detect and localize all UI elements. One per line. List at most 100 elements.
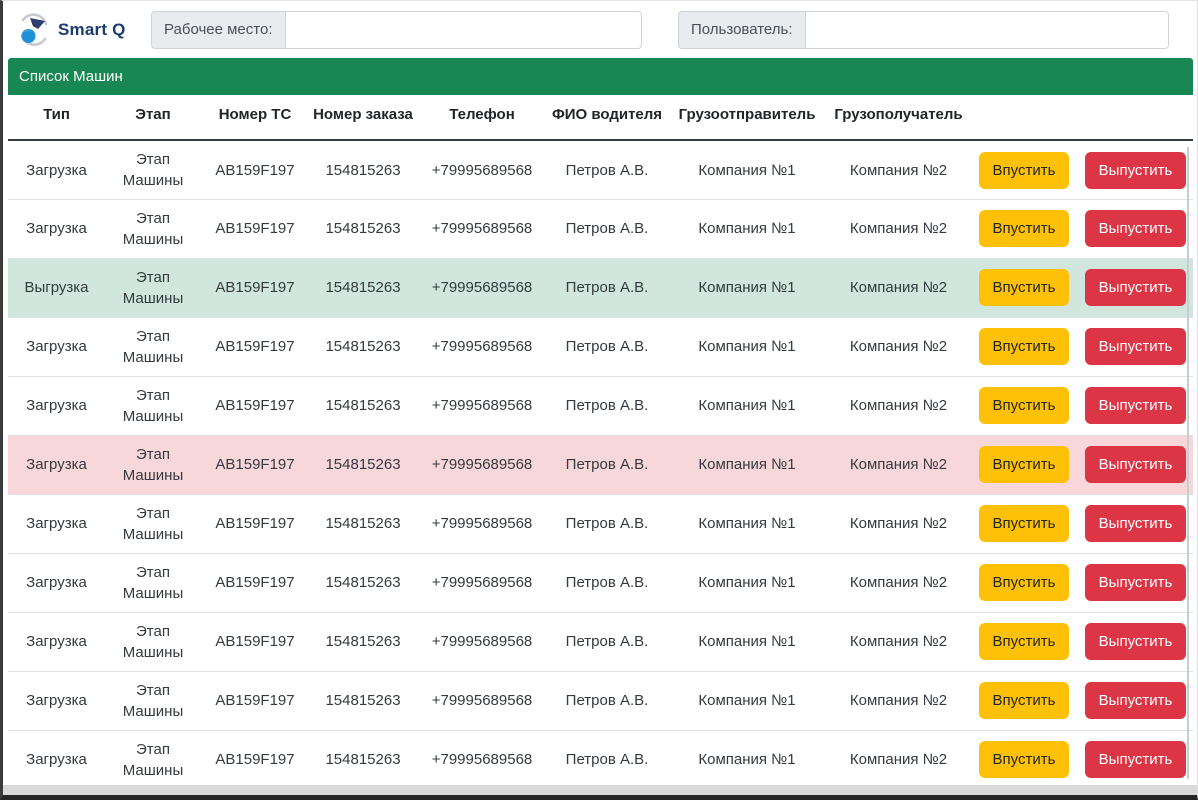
cell-stage: Этап Машины <box>105 612 201 671</box>
cell-phone: +79995689568 <box>417 199 547 258</box>
release-button[interactable]: Выпустить <box>1085 446 1187 483</box>
cell-shipper: Компания №1 <box>667 435 827 494</box>
table-row: Загрузка Этап Машины АВ159F197 154815263… <box>8 553 1193 612</box>
cell-type: Загрузка <box>8 730 105 789</box>
cell-type: Выгрузка <box>8 258 105 317</box>
cell-consignee: Компания №2 <box>827 494 970 553</box>
workplace-input-group: Рабочее место: <box>151 11 642 49</box>
cell-vehicle-number: АВ159F197 <box>201 494 309 553</box>
cell-driver-name: Петров А.В. <box>547 612 667 671</box>
cell-order-number: 154815263 <box>309 376 417 435</box>
cell-phone: +79995689568 <box>417 435 547 494</box>
admit-button[interactable]: Впустить <box>979 682 1070 719</box>
table-header-row: Тип Этап Номер ТС Номер заказа Телефон Ф… <box>8 95 1193 140</box>
cell-consignee: Компания №2 <box>827 612 970 671</box>
column-header-shipper: Грузоотправитель <box>667 95 827 140</box>
table-row: Загрузка Этап Машины АВ159F197 154815263… <box>8 140 1193 199</box>
table-row: Загрузка Этап Машины АВ159F197 154815263… <box>8 199 1193 258</box>
column-header-order-number: Номер заказа <box>309 95 417 140</box>
admit-button[interactable]: Впустить <box>979 505 1070 542</box>
cell-order-number: 154815263 <box>309 258 417 317</box>
admit-button[interactable]: Впустить <box>979 446 1070 483</box>
vehicles-table: Тип Этап Номер ТС Номер заказа Телефон Ф… <box>8 95 1193 790</box>
cell-stage: Этап Машины <box>105 553 201 612</box>
cell-shipper: Компания №1 <box>667 553 827 612</box>
cell-driver-name: Петров А.В. <box>547 671 667 730</box>
cell-order-number: 154815263 <box>309 140 417 199</box>
cell-phone: +79995689568 <box>417 376 547 435</box>
cell-stage: Этап Машины <box>105 494 201 553</box>
cell-consignee: Компания №2 <box>827 553 970 612</box>
admit-button[interactable]: Впустить <box>979 328 1070 365</box>
table-row: Выгрузка Этап Машины АВ159F197 154815263… <box>8 258 1193 317</box>
cell-phone: +79995689568 <box>417 730 547 789</box>
user-label: Пользователь: <box>678 11 805 49</box>
cell-shipper: Компания №1 <box>667 376 827 435</box>
workplace-label: Рабочее место: <box>151 11 285 49</box>
release-button[interactable]: Выпустить <box>1085 269 1187 306</box>
admit-button[interactable]: Впустить <box>979 623 1070 660</box>
cell-consignee: Компания №2 <box>827 671 970 730</box>
cell-type: Загрузка <box>8 435 105 494</box>
cell-type: Загрузка <box>8 199 105 258</box>
brand-name: Smart Q <box>58 20 126 40</box>
admit-button[interactable]: Впустить <box>979 210 1070 247</box>
cell-vehicle-number: АВ159F197 <box>201 612 309 671</box>
admit-button[interactable]: Впустить <box>979 741 1070 778</box>
cell-consignee: Компания №2 <box>827 258 970 317</box>
cell-vehicle-number: АВ159F197 <box>201 258 309 317</box>
cell-vehicle-number: АВ159F197 <box>201 553 309 612</box>
cell-order-number: 154815263 <box>309 435 417 494</box>
cell-type: Загрузка <box>8 140 105 199</box>
release-button[interactable]: Выпустить <box>1085 741 1187 778</box>
user-input-group: Пользователь: <box>678 11 1169 49</box>
cell-stage: Этап Машины <box>105 376 201 435</box>
horizontal-scrollbar[interactable] <box>3 785 1197 795</box>
admit-button[interactable]: Впустить <box>979 269 1070 306</box>
cell-driver-name: Петров А.В. <box>547 317 667 376</box>
cell-shipper: Компания №1 <box>667 199 827 258</box>
admit-button[interactable]: Впустить <box>979 152 1070 189</box>
release-button[interactable]: Выпустить <box>1085 564 1187 601</box>
cell-phone: +79995689568 <box>417 258 547 317</box>
top-bar: Smart Q Рабочее место: Пользователь: <box>3 1 1197 58</box>
user-input[interactable] <box>805 11 1169 49</box>
cell-stage: Этап Машины <box>105 671 201 730</box>
cell-stage: Этап Машины <box>105 140 201 199</box>
vertical-scrollbar[interactable] <box>1187 147 1189 779</box>
column-header-vehicle-number: Номер ТС <box>201 95 309 140</box>
cell-consignee: Компания №2 <box>827 435 970 494</box>
cell-type: Загрузка <box>8 553 105 612</box>
table-row: Загрузка Этап Машины АВ159F197 154815263… <box>8 435 1193 494</box>
release-button[interactable]: Выпустить <box>1085 623 1187 660</box>
cell-consignee: Компания №2 <box>827 376 970 435</box>
app-window: Smart Q Рабочее место: Пользователь: Спи… <box>0 0 1198 800</box>
column-header-phone: Телефон <box>417 95 547 140</box>
admit-button[interactable]: Впустить <box>979 387 1070 424</box>
workplace-input[interactable] <box>285 11 643 49</box>
vehicle-table-body: Загрузка Этап Машины АВ159F197 154815263… <box>8 140 1193 789</box>
cell-order-number: 154815263 <box>309 553 417 612</box>
release-button[interactable]: Выпустить <box>1085 387 1187 424</box>
release-button[interactable]: Выпустить <box>1085 505 1187 542</box>
cell-shipper: Компания №1 <box>667 258 827 317</box>
cell-vehicle-number: АВ159F197 <box>201 730 309 789</box>
release-button[interactable]: Выпустить <box>1085 328 1187 365</box>
cell-type: Загрузка <box>8 671 105 730</box>
release-button[interactable]: Выпустить <box>1085 682 1187 719</box>
admit-button[interactable]: Впустить <box>979 564 1070 601</box>
release-button[interactable]: Выпустить <box>1085 152 1187 189</box>
cell-consignee: Компания №2 <box>827 317 970 376</box>
cell-driver-name: Петров А.В. <box>547 730 667 789</box>
cell-type: Загрузка <box>8 317 105 376</box>
cell-driver-name: Петров А.В. <box>547 435 667 494</box>
cell-shipper: Компания №1 <box>667 612 827 671</box>
cell-order-number: 154815263 <box>309 199 417 258</box>
cell-phone: +79995689568 <box>417 140 547 199</box>
cell-phone: +79995689568 <box>417 494 547 553</box>
cell-vehicle-number: АВ159F197 <box>201 435 309 494</box>
cell-driver-name: Петров А.В. <box>547 494 667 553</box>
panel-title: Список Машин <box>8 58 1193 95</box>
release-button[interactable]: Выпустить <box>1085 210 1187 247</box>
cell-phone: +79995689568 <box>417 612 547 671</box>
